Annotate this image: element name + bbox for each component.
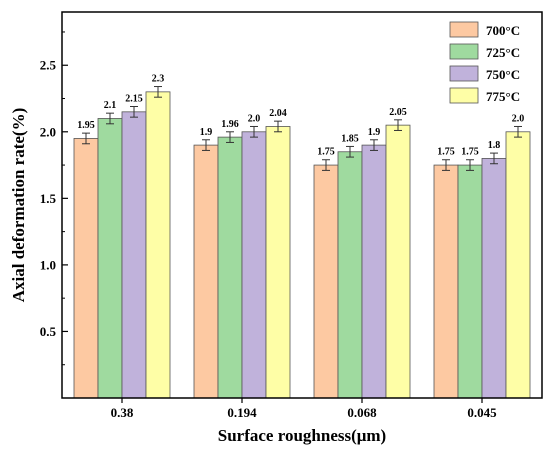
error-bar <box>466 159 474 171</box>
plot-frame <box>61 11 543 399</box>
bar <box>313 164 339 399</box>
y-axis-title: Axial deformation rate(%) <box>9 108 28 303</box>
bar <box>217 136 243 399</box>
bar <box>481 158 507 399</box>
data-label: 1.96 <box>221 119 239 130</box>
y-tick-label: 0.5 <box>40 324 57 339</box>
legend-item: 750°C <box>449 65 520 82</box>
legend-label: 750°C <box>486 67 520 82</box>
error-bar <box>514 125 522 138</box>
legend-item: 725°C <box>449 43 520 60</box>
bar <box>457 164 483 399</box>
data-label: 1.75 <box>461 147 479 158</box>
legend-swatch <box>449 21 479 38</box>
x-tick-label: 0.194 <box>227 405 257 420</box>
error-bar <box>130 106 138 118</box>
bar <box>97 118 123 399</box>
x-tick-label: 0.38 <box>111 405 134 420</box>
data-label: 1.95 <box>77 120 95 131</box>
x-tick-label: 0.068 <box>347 405 377 420</box>
bar <box>265 126 291 399</box>
data-label: 2.0 <box>512 113 525 124</box>
error-bar <box>370 139 378 151</box>
data-label: 1.9 <box>368 127 381 138</box>
error-bar <box>490 152 498 165</box>
error-bar <box>106 112 114 125</box>
data-label: 1.75 <box>437 147 455 158</box>
data-label: 1.85 <box>341 133 359 144</box>
legend-swatch <box>449 43 479 60</box>
bar <box>193 144 219 399</box>
error-bar <box>154 86 162 98</box>
y-tick-label: 1.0 <box>40 257 56 272</box>
error-bar <box>442 159 450 171</box>
bar <box>337 151 363 399</box>
data-label: 1.75 <box>317 147 335 158</box>
legend-swatch <box>449 65 479 82</box>
x-axis-title: Surface roughness(μm) <box>218 426 386 445</box>
error-bar <box>322 159 330 171</box>
error-bar <box>202 139 210 151</box>
bar <box>121 111 147 399</box>
legend-label: 700°C <box>486 23 520 38</box>
error-bar <box>226 131 234 143</box>
data-label: 2.04 <box>269 108 287 119</box>
error-bar <box>274 120 282 133</box>
data-labels-layer: 1.95 2.1 2.15 2.3 1.9 1.96 2.0 2.04 1.75 1.85 1.9 2… <box>77 74 524 158</box>
data-label: 2.0 <box>248 113 261 124</box>
error-bar <box>394 119 402 131</box>
legend-item: 700°C <box>449 21 520 38</box>
y-tick-label: 2.5 <box>40 58 57 73</box>
bar <box>145 91 171 399</box>
data-label: 2.05 <box>389 107 407 118</box>
legend-item: 775°C <box>449 87 520 104</box>
y-tick-label: 2.0 <box>40 124 56 139</box>
legend: 700°C 725°C 750°C 775°C <box>449 21 520 104</box>
bar <box>385 124 411 399</box>
data-label: 1.9 <box>200 127 213 138</box>
bar <box>505 131 531 399</box>
x-tick-label: 0.045 <box>467 405 497 420</box>
bar <box>433 164 459 399</box>
bar <box>361 144 387 399</box>
y-tick-label: 1.5 <box>40 191 57 206</box>
bars-layer <box>73 91 531 399</box>
legend-swatch <box>449 87 479 104</box>
bar <box>241 131 267 399</box>
data-label: 1.8 <box>488 140 501 151</box>
error-bar <box>346 145 354 158</box>
data-label: 2.1 <box>104 100 117 111</box>
bar <box>73 138 99 399</box>
error-bar <box>250 125 258 138</box>
data-label: 2.15 <box>125 94 143 105</box>
error-bars-layer <box>82 86 522 171</box>
error-bar <box>82 132 90 145</box>
y-axis: 0.5 1.0 1.5 2.0 2.5 <box>40 31 68 366</box>
legend-label: 775°C <box>486 89 520 104</box>
data-label: 2.3 <box>152 74 165 85</box>
x-axis: 0.38 0.194 0.068 0.045 <box>111 398 497 420</box>
legend-label: 725°C <box>486 45 520 60</box>
